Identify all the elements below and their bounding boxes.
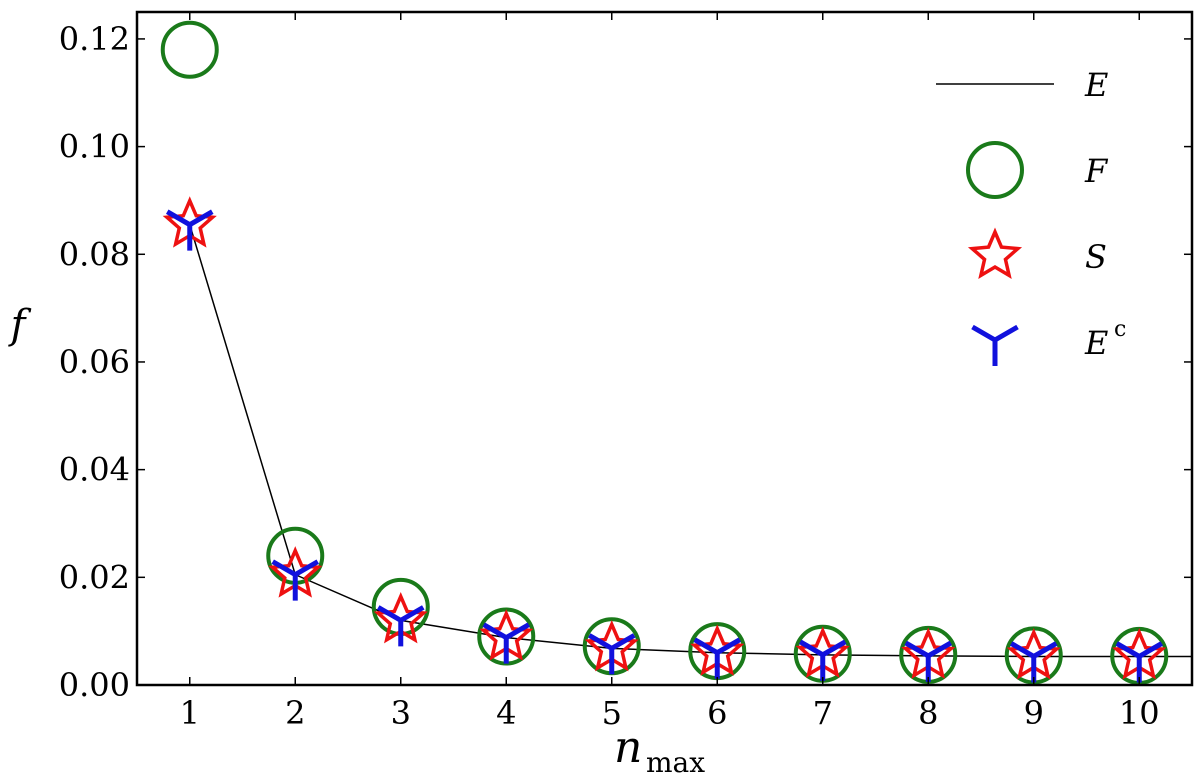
- x-tick-label: 4: [496, 694, 516, 732]
- series-ec-point: [693, 637, 742, 679]
- x-tick-label: 10: [1119, 694, 1160, 732]
- series-f-point: [160, 20, 219, 79]
- series-ec-point: [376, 605, 425, 647]
- x-tick-label: 2: [285, 694, 305, 732]
- x-tick-label: 8: [918, 694, 938, 732]
- y-axis-label: f: [8, 302, 32, 348]
- y-tick-label: 0.10: [59, 128, 130, 166]
- legend-marker-ec: [971, 324, 1019, 366]
- series-ec-point: [798, 639, 847, 681]
- x-tick-label: 9: [1024, 694, 1044, 732]
- legend-tri-shape: [971, 324, 1019, 366]
- y-tick-label: 0.04: [59, 451, 130, 489]
- legend-marker-f: [966, 141, 1024, 199]
- x-tick-label: 6: [707, 694, 727, 732]
- x-tick-label: 3: [391, 694, 411, 732]
- legend-star-shape: [967, 227, 1023, 280]
- legend-label-e: E: [1084, 66, 1108, 104]
- x-axis-label-subscript: max: [646, 746, 705, 777]
- series-ec-point: [587, 633, 636, 675]
- x-tick-label: 7: [813, 694, 833, 732]
- legend-label-ec: E: [1084, 324, 1108, 362]
- series-ec-point: [482, 622, 531, 664]
- y-tick-label: 0.02: [59, 558, 130, 596]
- series-ec-point: [165, 209, 214, 251]
- axis-ticks: 1 2 3 4 5 6 7 8 9 10 0.00 0.02 0.04 0.06 0.08 0.10 0.12: [59, 12, 1192, 732]
- y-tick-label: 0.08: [59, 235, 130, 273]
- plot-frame: [135, 10, 1194, 687]
- data-marks: [160, 20, 1192, 685]
- legend: E F S E c: [936, 66, 1126, 366]
- legend-label-f: F: [1084, 152, 1109, 190]
- legend-label-s: S: [1085, 238, 1107, 276]
- x-axis-label: n: [614, 722, 642, 773]
- x-tick-label: 1: [180, 694, 200, 732]
- x-tick-label: 5: [602, 694, 622, 732]
- legend-label-ec-superscript: c: [1114, 317, 1126, 342]
- y-tick-label: 0.12: [59, 20, 130, 58]
- legend-marker-s: [967, 227, 1023, 280]
- y-tick-label: 0.06: [59, 343, 130, 381]
- series-e-line: [189, 224, 1192, 658]
- series-ec-point: [271, 559, 320, 601]
- y-tick-label: 0.00: [59, 666, 130, 704]
